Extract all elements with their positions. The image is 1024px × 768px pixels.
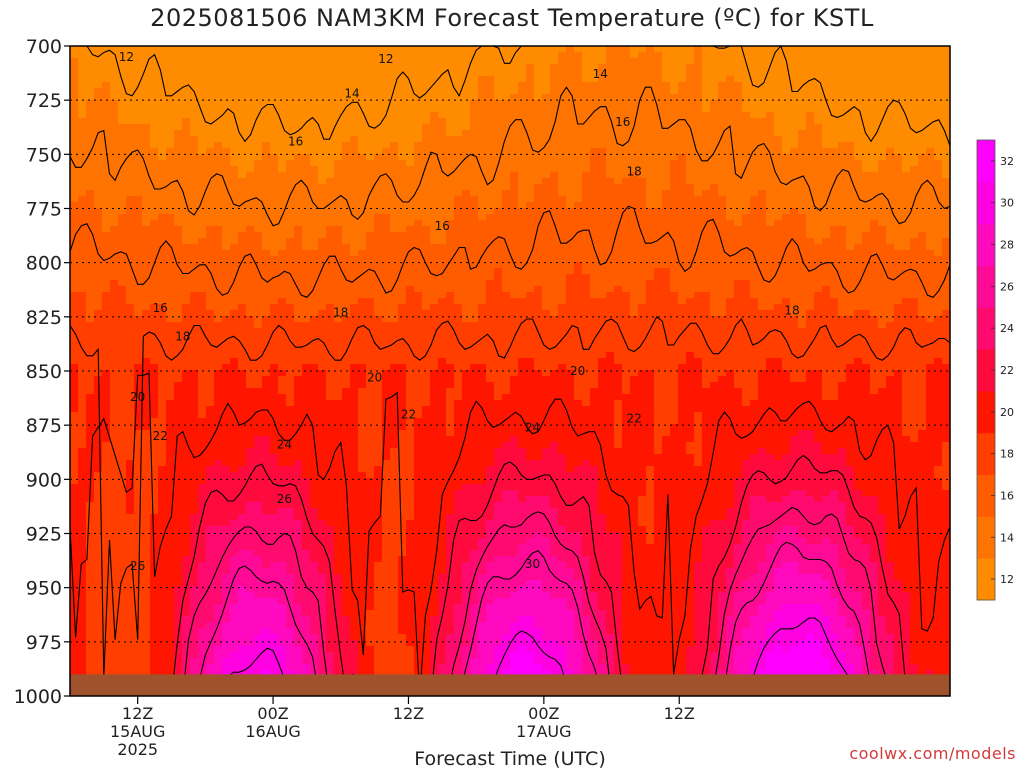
x-tick-label-3-0: 00Z — [528, 704, 559, 723]
isotherm-20 — [70, 372, 950, 696]
y-tick-label-1000: 1000 — [14, 686, 62, 708]
x-tick-label-0-2: 2025 — [117, 740, 158, 759]
isotherm-26 — [193, 541, 878, 696]
y-tick-label-975: 975 — [26, 632, 62, 654]
watermark: coolwx.com/models — [849, 744, 1016, 763]
contour-label-16-0: 16 — [288, 134, 303, 148]
contour-label-16-2: 16 — [615, 115, 630, 129]
contour-label-22-1: 22 — [401, 407, 416, 421]
colorbar-label-14: 14 — [1000, 531, 1014, 544]
y-tick-label-850: 850 — [26, 361, 62, 383]
isotherm-14 — [70, 86, 950, 227]
colorbar-swatch-24 — [977, 307, 995, 350]
x-tick-label-2-0: 12Z — [393, 704, 424, 723]
contour-label-12-0: 12 — [119, 50, 134, 64]
contour-label-24-0: 24 — [277, 438, 292, 452]
y-tick-label-925: 925 — [26, 524, 62, 546]
x-tick-label-1-1: 16AUG — [245, 722, 300, 741]
colorbar-swatch-12 — [977, 558, 995, 601]
x-axis-label: Forecast Time (UTC) — [414, 748, 605, 768]
plot-area — [70, 46, 950, 696]
colorbar-swatch-28 — [977, 223, 995, 266]
contour-label-30-0: 30 — [525, 557, 540, 571]
contour-label-18-2: 18 — [626, 165, 641, 179]
colorbar-label-26: 26 — [1000, 280, 1014, 293]
contour-label-18-1: 18 — [333, 306, 348, 320]
y-tick-label-700: 700 — [26, 36, 62, 58]
contour-label-20-0: 20 — [130, 390, 145, 404]
contour-label-12-1: 12 — [378, 52, 393, 66]
y-tick-label-950: 950 — [26, 578, 62, 600]
contour-label-22-0: 22 — [153, 429, 168, 443]
colorbar-swatch-32 — [977, 140, 995, 183]
contour-label-26-0: 26 — [277, 492, 292, 506]
colorbar-label-30: 30 — [1000, 197, 1014, 210]
y-tick-label-875: 875 — [26, 415, 62, 437]
isotherm-12 — [70, 46, 950, 146]
contour-label-26-1: 26 — [130, 559, 145, 573]
colorbar: 12 14 16 18 20 22 24 26 28 30 32 — [976, 139, 1014, 601]
colorbar-label-12: 12 — [1000, 573, 1014, 586]
x-tick-label-1-0: 00Z — [257, 704, 288, 723]
contour-label-16-3: 16 — [153, 301, 168, 315]
colorbar-label-28: 28 — [1000, 239, 1014, 252]
isotherm-18 — [70, 315, 950, 677]
y-tick-label-800: 800 — [26, 253, 62, 275]
colorbar-label-24: 24 — [1000, 322, 1014, 335]
x-tick-label-0-1: 15AUG — [110, 722, 165, 741]
contour-label-18-3: 18 — [784, 303, 799, 317]
isotherm-30 — [216, 617, 855, 696]
isotherm-22 — [70, 454, 939, 696]
colorbar-label-16: 16 — [1000, 489, 1014, 502]
contour-label-14-1: 14 — [593, 67, 608, 81]
colorbar-label-32: 32 — [1000, 155, 1014, 168]
colorbar-swatch-14 — [977, 516, 995, 559]
colorbar-swatch-30 — [977, 181, 995, 225]
y-tick-label-750: 750 — [26, 144, 62, 166]
colorbar-label-18: 18 — [1000, 448, 1014, 461]
y-tick-label-775: 775 — [26, 199, 62, 221]
contour-label-20-1: 20 — [367, 371, 382, 385]
page-title: 2025081506 NAM3KM Forecast Temperature (… — [150, 4, 874, 32]
y-tick-label-725: 725 — [26, 90, 62, 112]
colorbar-swatch-22 — [977, 349, 995, 392]
colorbar-label-20: 20 — [1000, 406, 1014, 419]
ground-band — [70, 674, 950, 696]
x-tick-label-0-0: 12Z — [122, 704, 153, 723]
colorbar-swatch-18 — [977, 432, 995, 476]
y-tick-label-825: 825 — [26, 307, 62, 329]
x-tick-label-4-0: 12Z — [664, 704, 695, 723]
x-tick-label-3-1: 17AUG — [516, 722, 571, 741]
colorbar-swatch-20 — [977, 390, 995, 434]
contour-label-20-2: 20 — [570, 364, 585, 378]
contour-label-18-0: 18 — [175, 329, 190, 343]
contour-label-14-0: 14 — [344, 87, 359, 101]
colorbar-label-22: 22 — [1000, 364, 1014, 377]
colorbar-swatch-16 — [977, 474, 995, 517]
colorbar-swatch-26 — [977, 265, 995, 308]
y-tick-label-900: 900 — [26, 469, 62, 491]
contour-label-22-2: 22 — [626, 412, 641, 426]
contour-label-24-1: 24 — [525, 420, 540, 434]
contour-label-16-1: 16 — [435, 219, 450, 233]
isotherm-24 — [182, 506, 895, 696]
